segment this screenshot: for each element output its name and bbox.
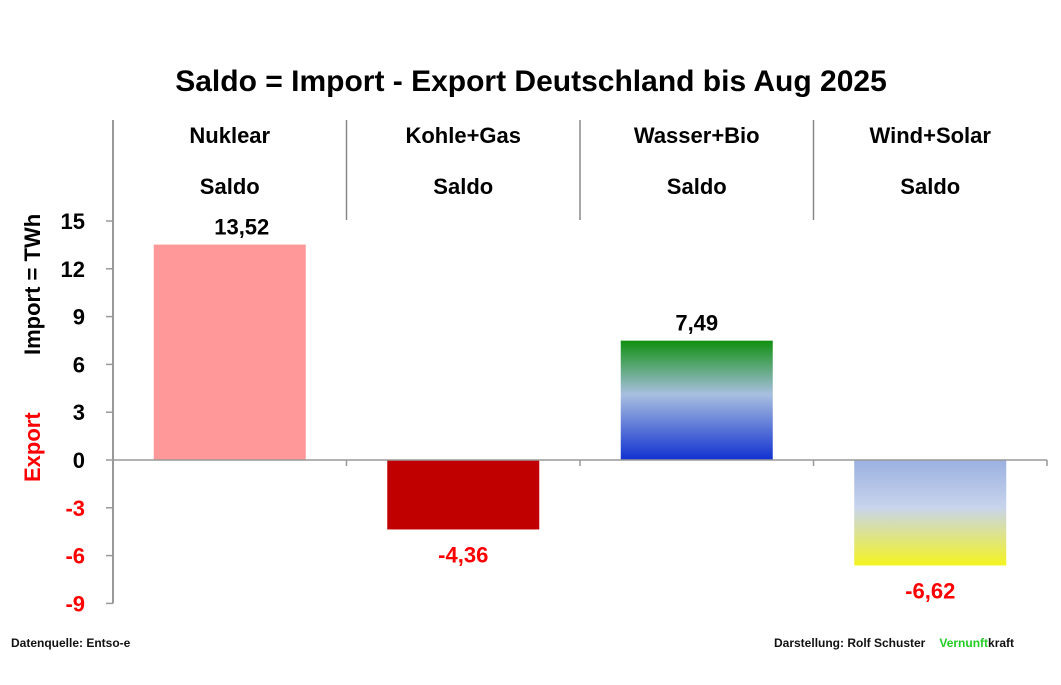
brand-black: kraft xyxy=(988,636,1015,650)
y-tick-label: 3 xyxy=(73,400,85,425)
chart-title: Saldo = Import - Export Deutschland bis … xyxy=(175,65,887,98)
brand-green: Vernunft xyxy=(939,636,989,650)
y-tick-label: -9 xyxy=(65,591,85,616)
data-label: 7,49 xyxy=(675,311,718,336)
y-tick-label: 15 xyxy=(61,209,85,234)
bar-wasser-bio xyxy=(620,340,773,460)
category-label: Wasser+Bio xyxy=(634,123,760,148)
y-tick-label: 9 xyxy=(73,305,85,330)
data-label: -4,36 xyxy=(438,542,488,567)
y-tick-label: -3 xyxy=(65,496,85,521)
y-tick-label: 0 xyxy=(73,448,85,473)
data-label: 13,52 xyxy=(214,215,269,240)
data-label: -6,62 xyxy=(905,578,955,603)
category-sublabel: Saldo xyxy=(667,174,727,199)
bar-nuklear xyxy=(153,244,306,460)
category-sublabel: Saldo xyxy=(433,174,493,199)
credit-author: Darstellung: Rolf Schuster xyxy=(774,636,926,650)
category-label: Wind+Solar xyxy=(870,123,992,148)
y-tick-label: -6 xyxy=(65,544,85,569)
category-sublabel: Saldo xyxy=(900,174,960,199)
category-label: Kohle+Gas xyxy=(405,123,521,148)
y-tick-label: 6 xyxy=(73,352,85,377)
y-axis-label-import: Import = TWh xyxy=(20,214,45,355)
y-axis-label-export: Export xyxy=(20,412,45,482)
bar-kohle-gas xyxy=(387,460,540,530)
category-label: Nuklear xyxy=(189,123,270,148)
data-source: Datenquelle: Entso-e xyxy=(11,636,131,650)
credit: Darstellung: Rolf Schuster Vernunftkraft xyxy=(774,636,1014,650)
y-tick-label: 12 xyxy=(61,257,85,282)
bar-wind-solar xyxy=(854,460,1007,566)
category-sublabel: Saldo xyxy=(200,174,260,199)
